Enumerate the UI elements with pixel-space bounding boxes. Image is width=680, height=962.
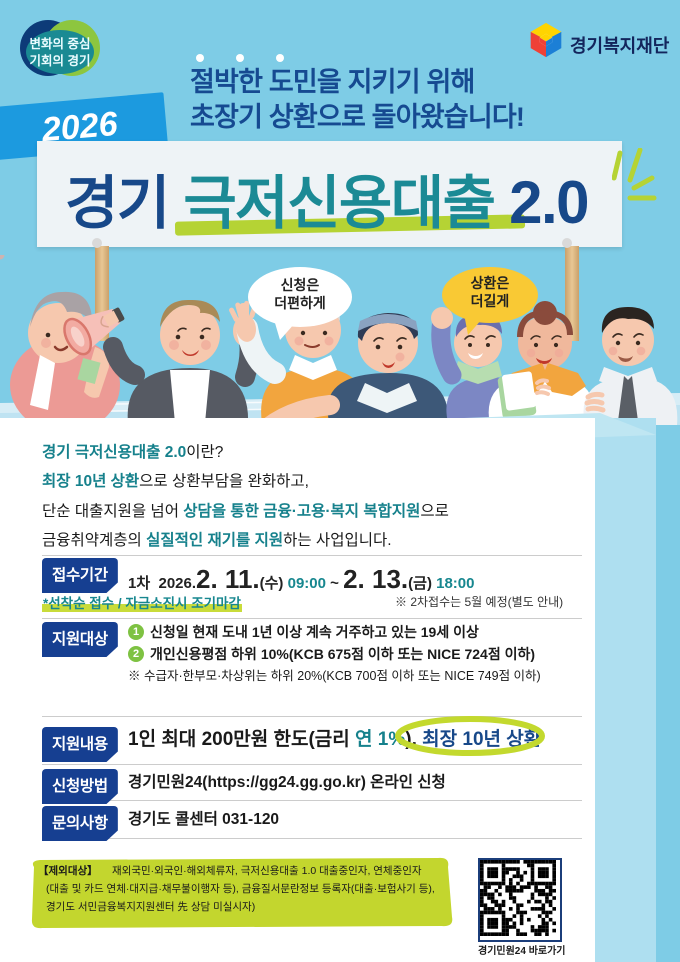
svg-text:상환은: 상환은 xyxy=(471,275,510,291)
svg-text:변화의 중심: 변화의 중심 xyxy=(30,36,91,51)
svg-text:신청은: 신청은 xyxy=(281,277,320,293)
svg-text:더길게: 더길게 xyxy=(471,293,510,309)
svg-text:기회의 경기: 기회의 경기 xyxy=(30,53,91,68)
svg-text:더편하게: 더편하게 xyxy=(274,295,326,311)
